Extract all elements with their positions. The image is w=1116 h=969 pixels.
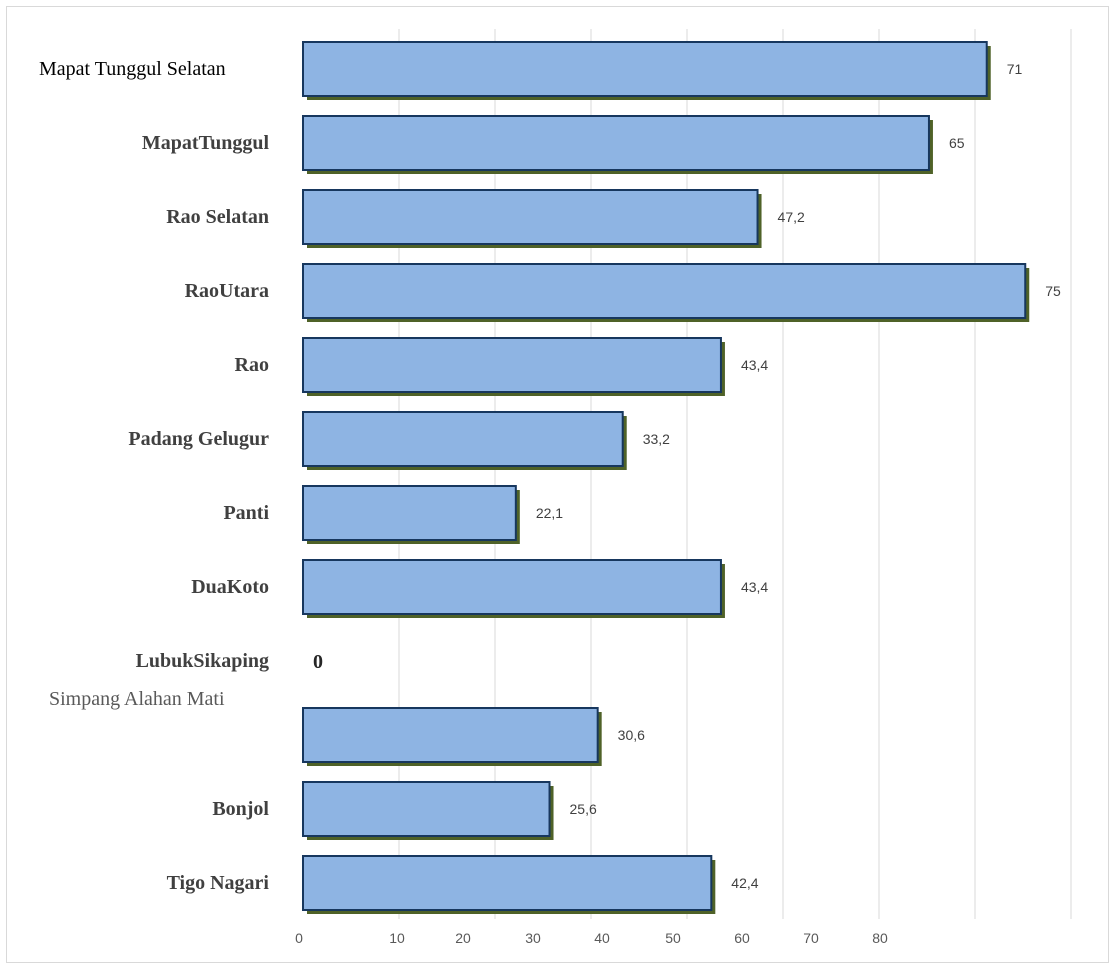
tick-label: 80 (872, 930, 888, 946)
data-label: 43,4 (741, 579, 768, 595)
value-labels: 71 65 47,2 75 43,4 33,2 22,1 43,4 0 30,6 25,6 42,4 (313, 61, 1061, 891)
chart-frame: Mapat Tunggul Selatan MapatTunggul Rao Sel… (6, 6, 1109, 963)
bar (302, 337, 722, 393)
category-label: DuaKoto (191, 576, 269, 598)
tick-label: 30 (525, 930, 541, 946)
bar (302, 411, 624, 467)
data-label: 75 (1045, 283, 1061, 299)
category-label: MapatTunggul (142, 132, 270, 154)
data-label: 43,4 (741, 357, 768, 373)
bar (302, 485, 517, 541)
data-label: 30,6 (618, 727, 645, 743)
category-label: Bonjol (212, 798, 269, 820)
data-label: 47,2 (778, 209, 805, 225)
gridlines (398, 29, 1072, 919)
data-label: 42,4 (731, 875, 758, 891)
category-label: Panti (223, 502, 269, 524)
category-label: Rao (235, 354, 269, 376)
x-axis-tick-labels: 0 10 20 30 40 50 60 70 80 (295, 930, 888, 946)
bar (302, 41, 988, 97)
bar (302, 855, 713, 911)
bar (302, 781, 551, 837)
category-label: LubukSikaping (136, 650, 269, 672)
data-label: 33,2 (643, 431, 670, 447)
tick-label: 0 (295, 930, 303, 946)
tick-label: 50 (665, 930, 681, 946)
data-label: 25,6 (570, 801, 597, 817)
bar (302, 189, 759, 245)
bars (302, 41, 1030, 914)
bar (302, 707, 599, 763)
category-labels: Mapat Tunggul Selatan MapatTunggul Rao Sel… (39, 58, 269, 894)
category-label: RaoUtara (185, 280, 269, 302)
category-label: Mapat Tunggul Selatan (39, 58, 226, 80)
bar-chart: Mapat Tunggul Selatan MapatTunggul Rao Sel… (39, 29, 1072, 946)
category-label: Simpang Alahan Mati (49, 688, 225, 710)
category-label: Padang Gelugur (128, 428, 269, 450)
category-label: Rao Selatan (166, 206, 269, 228)
data-label: 71 (1007, 61, 1023, 77)
data-label: 0 (313, 651, 323, 673)
bar (302, 263, 1027, 319)
bar (302, 559, 722, 615)
tick-label: 20 (455, 930, 471, 946)
bar (302, 115, 930, 171)
tick-label: 70 (803, 930, 819, 946)
tick-label: 40 (594, 930, 610, 946)
tick-label: 10 (389, 930, 405, 946)
category-label: Tigo Nagari (167, 872, 270, 894)
data-label: 65 (949, 135, 965, 151)
tick-label: 60 (734, 930, 750, 946)
data-label: 22,1 (536, 505, 563, 521)
